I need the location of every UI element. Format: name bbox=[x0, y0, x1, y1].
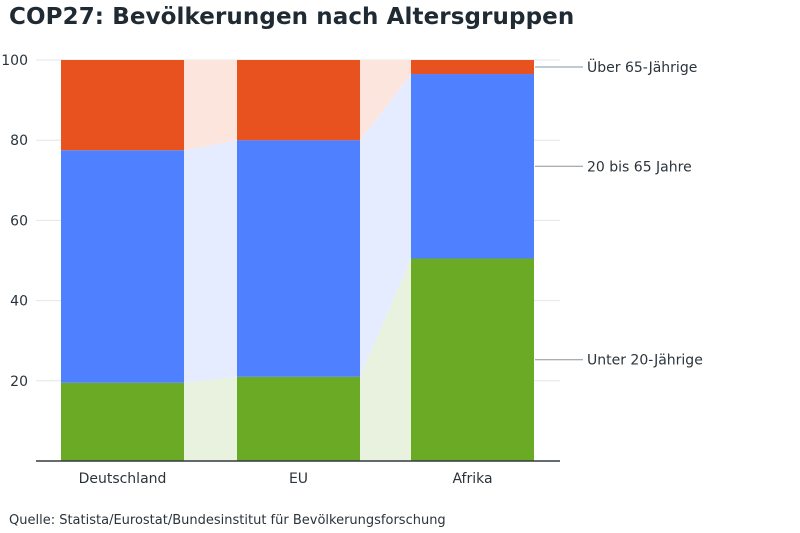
y-tick-label: 40 bbox=[10, 294, 28, 310]
bar-segment bbox=[411, 258, 534, 461]
connector-band bbox=[360, 60, 411, 141]
connector-band bbox=[184, 60, 237, 151]
y-tick-label: 60 bbox=[10, 213, 28, 229]
bar-segment bbox=[61, 60, 184, 151]
bar-segment bbox=[411, 60, 534, 75]
series-connectors bbox=[184, 60, 411, 461]
bar-segment bbox=[61, 382, 184, 461]
y-tick-label: 100 bbox=[1, 53, 28, 69]
x-tick-label: Afrika bbox=[452, 471, 492, 487]
bar-segment bbox=[237, 140, 360, 377]
legend-label: Unter 20-Jährige bbox=[587, 353, 703, 369]
connector-band bbox=[360, 74, 411, 377]
bar-segment bbox=[237, 60, 360, 141]
legend-label: 20 bis 65 Jahre bbox=[587, 159, 692, 175]
bars bbox=[61, 60, 534, 461]
bar-segment bbox=[61, 150, 184, 383]
y-tick-label: 80 bbox=[10, 133, 28, 149]
bar-segment bbox=[237, 376, 360, 461]
chart-title: COP27: Bevölkerungen nach Altersgruppen bbox=[9, 4, 575, 30]
connector-band bbox=[184, 140, 237, 383]
bar-segment bbox=[411, 74, 534, 259]
source-note: Quelle: Statista/Eurostat/Bundesinstitut… bbox=[9, 513, 446, 528]
legend-label: Über 65-Jährige bbox=[587, 58, 697, 76]
y-tick-label: 20 bbox=[10, 374, 28, 390]
x-tick-label: Deutschland bbox=[79, 471, 167, 487]
axes: 20 40 60 80 100 Deutschland EU Afrika bbox=[1, 53, 560, 487]
connector-band bbox=[184, 376, 237, 461]
connector-band bbox=[360, 258, 411, 461]
x-tick-label: EU bbox=[289, 471, 308, 487]
legend: Unter 20-Jährige 20 bis 65 Jahre Über 65-J… bbox=[535, 58, 703, 369]
